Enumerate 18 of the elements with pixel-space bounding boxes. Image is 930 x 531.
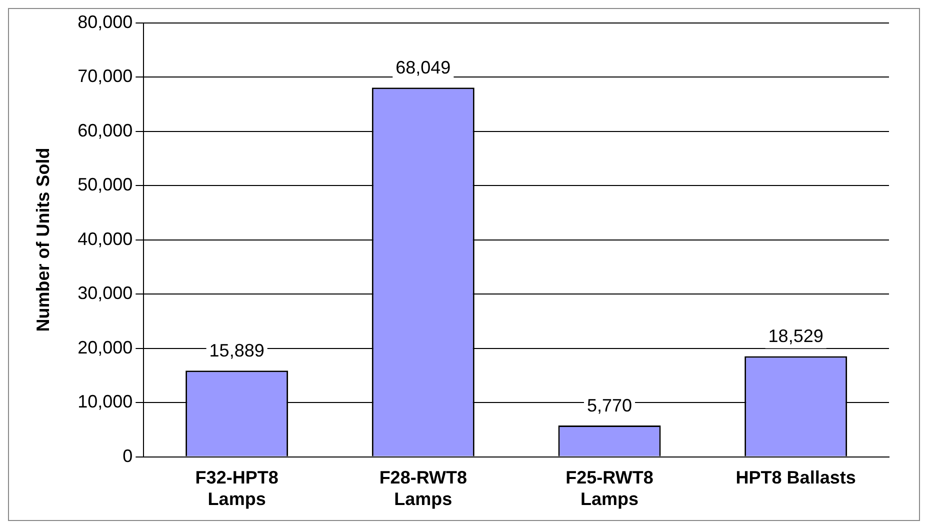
data-label: 15,889 [209,340,264,361]
y-tick-label: 20,000 [78,337,133,358]
y-tick-label: 30,000 [78,283,133,304]
y-tick-label: 80,000 [78,12,133,32]
data-label: 68,049 [396,58,451,78]
x-tick-label: F32-HPT8 Lamps [195,468,278,510]
y-tick-label: 0 [122,446,133,466]
x-tick-label: F28-RWT8 Lamps [379,468,468,510]
y-tick-label: 40,000 [78,228,133,249]
data-label: 5,770 [586,395,632,416]
data-label: 18,529 [768,326,824,346]
x-tick-label: HPT8 Ballasts [736,468,856,488]
y-tick-label: 60,000 [78,120,133,140]
y-axis-title: Number of Units Sold [32,148,53,332]
y-tick-label: 70,000 [78,66,133,86]
y-tick-label: 10,000 [78,392,133,412]
x-tick-label: F25-RWT8 Lamps [566,468,654,510]
y-tick-label: 50,000 [78,174,133,195]
